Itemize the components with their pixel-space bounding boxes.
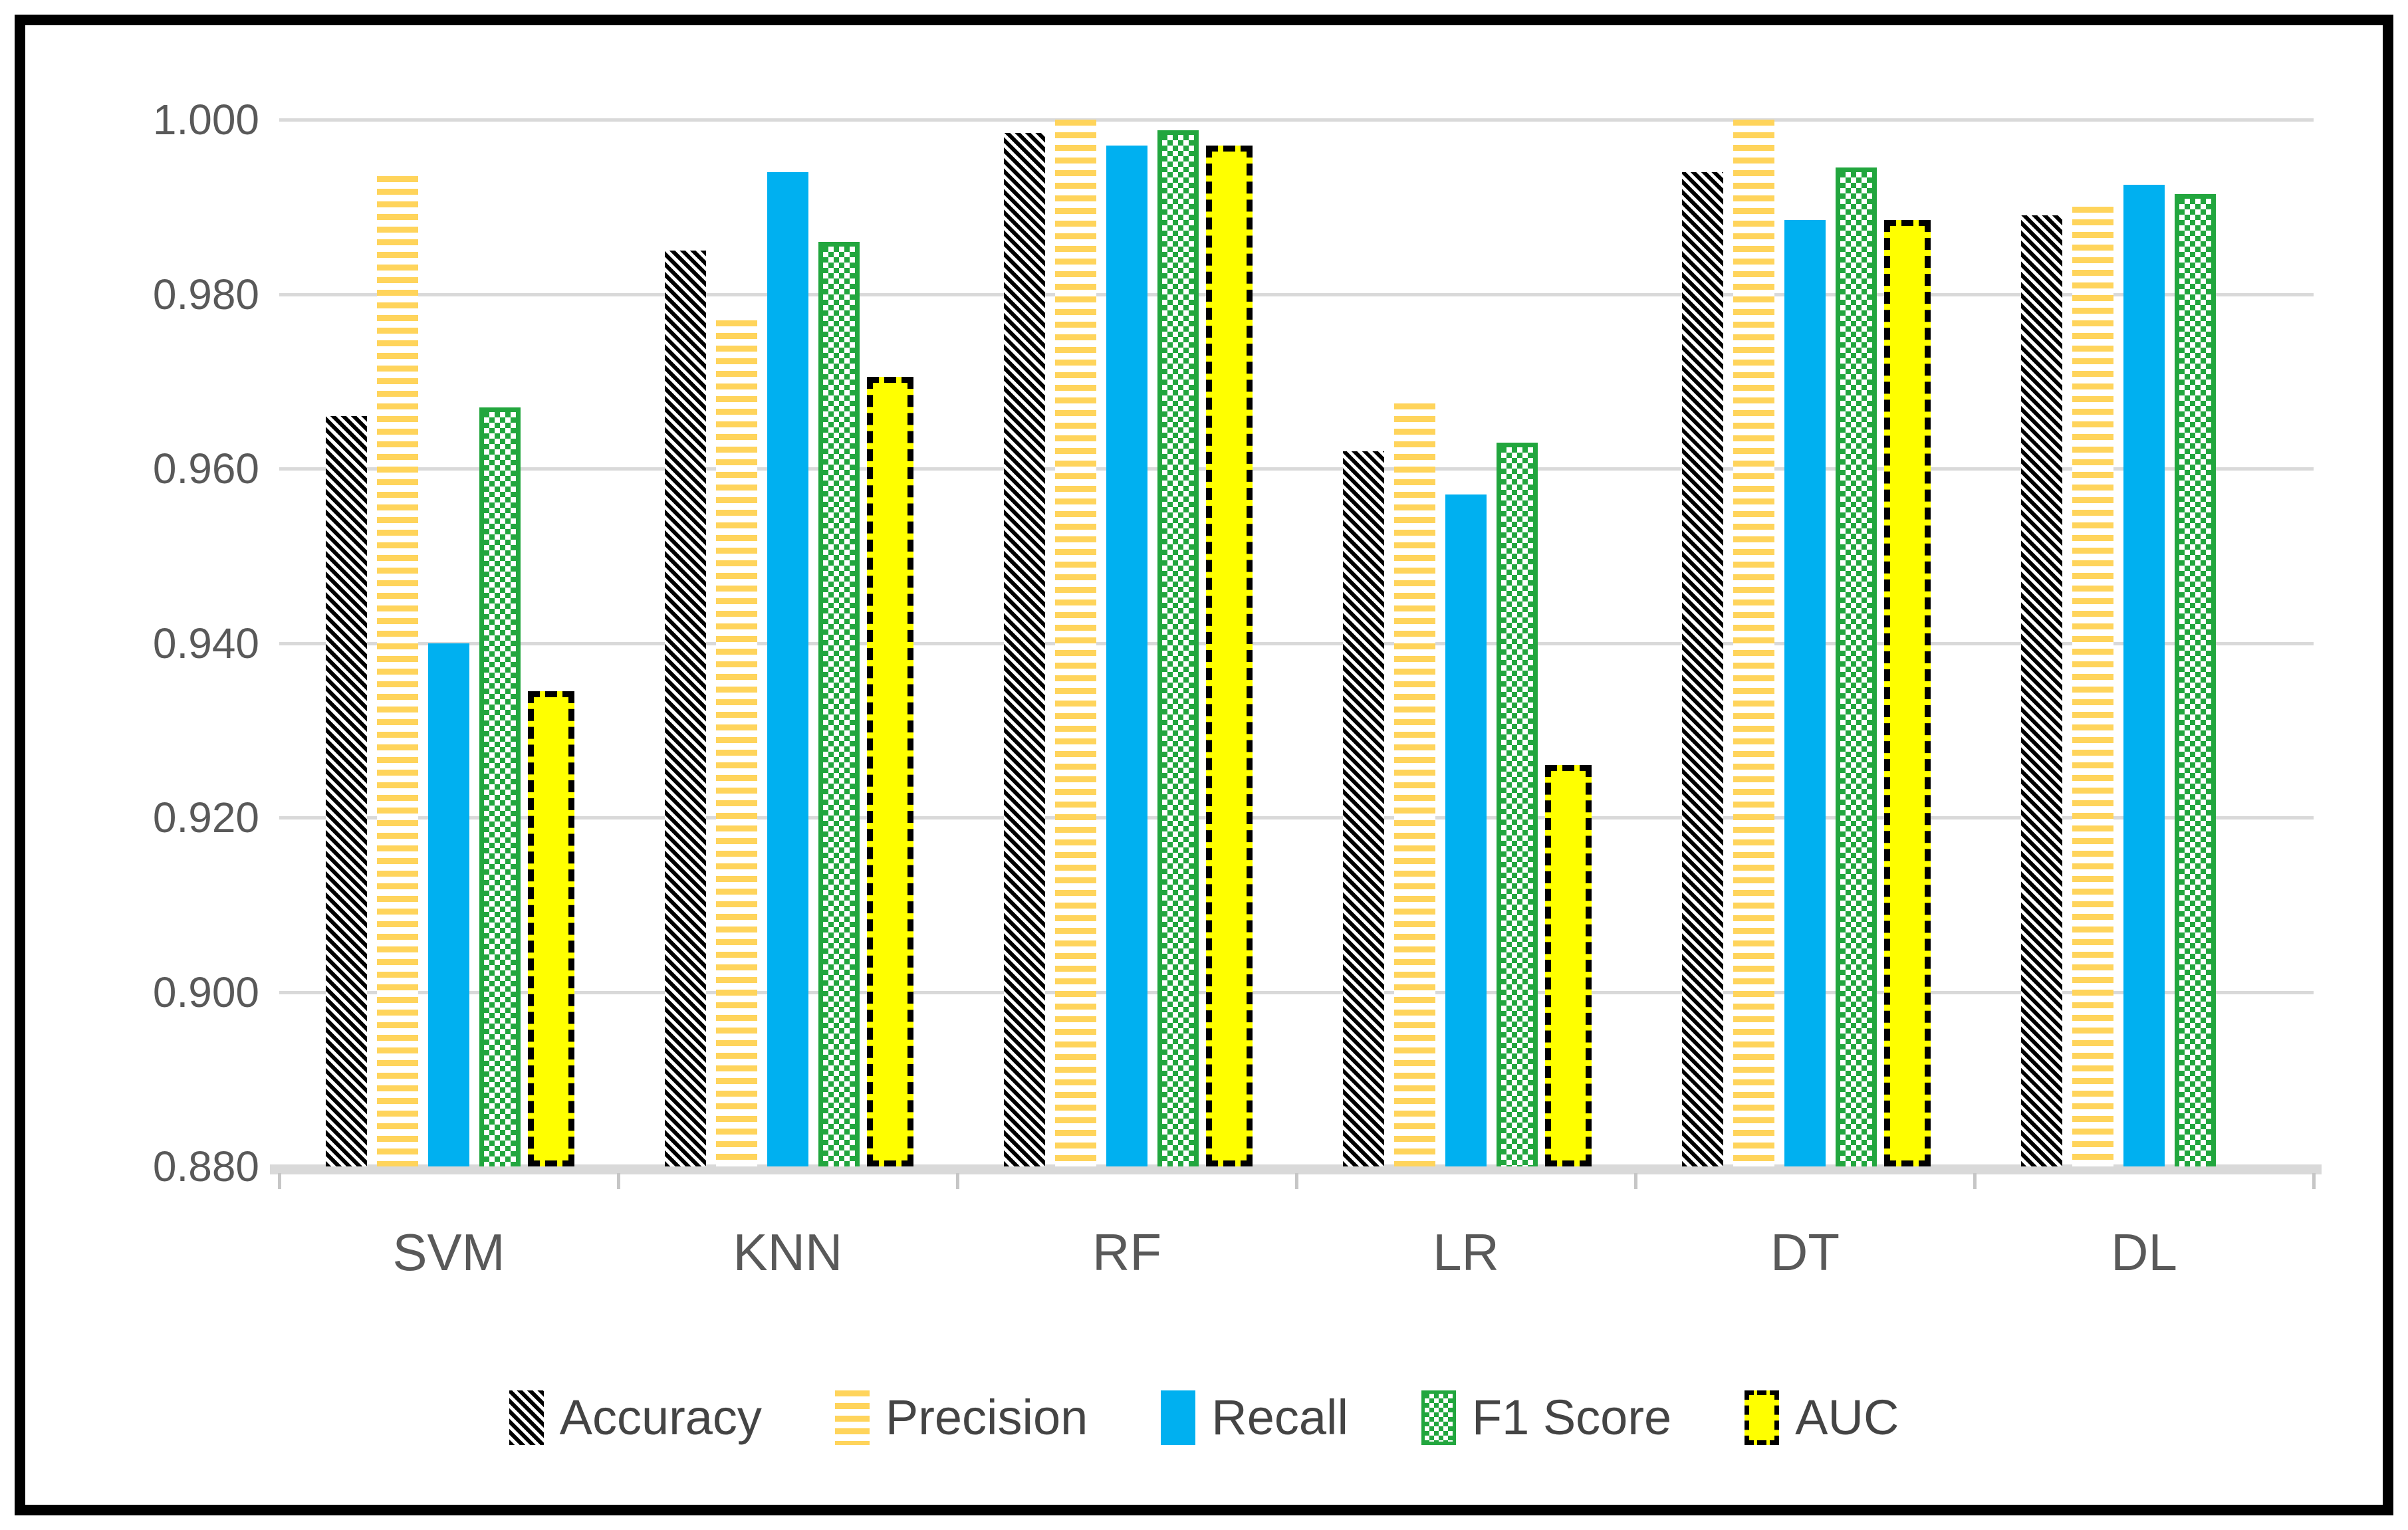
bar-precision-lr bbox=[1394, 403, 1435, 1166]
y-tick-label: 1.000 bbox=[152, 96, 259, 144]
legend-item-accuracy: Accuracy bbox=[509, 1390, 762, 1445]
gridline bbox=[279, 118, 2314, 122]
bar-f1-score-dt bbox=[1836, 167, 1877, 1166]
x-axis-tick bbox=[617, 1173, 620, 1189]
x-axis-tick bbox=[1295, 1173, 1298, 1189]
bar-f1-score-knn bbox=[818, 242, 860, 1166]
x-axis-line bbox=[270, 1164, 2322, 1174]
f1-checker-pattern bbox=[1162, 135, 1194, 1166]
gridline bbox=[279, 816, 2314, 820]
y-tick-label: 0.900 bbox=[152, 968, 259, 1016]
legend-swatch-yellow-horizontal-stripes-icon bbox=[834, 1390, 870, 1445]
x-category-label-lr: LR bbox=[1433, 1223, 1499, 1281]
f1-checker-pattern bbox=[1840, 172, 1872, 1166]
legend-label: Recall bbox=[1211, 1390, 1348, 1445]
bar-f1-score-dl bbox=[2175, 194, 2216, 1166]
gridline bbox=[279, 641, 2314, 645]
legend-label: F1 Score bbox=[1471, 1390, 1672, 1445]
f1-checker-pattern bbox=[1424, 1394, 1453, 1442]
x-axis-tick bbox=[2312, 1173, 2316, 1189]
legend-item-f1-score: F1 Score bbox=[1421, 1390, 1671, 1445]
gridline bbox=[279, 990, 2314, 994]
legend-item-recall: Recall bbox=[1161, 1390, 1348, 1445]
y-tick-label: 0.980 bbox=[152, 270, 259, 318]
y-tick-label: 0.920 bbox=[152, 794, 259, 841]
legend-swatch-solid-blue-icon bbox=[1161, 1390, 1196, 1445]
bar-precision-svm bbox=[377, 176, 418, 1166]
bar-auc-knn bbox=[867, 377, 913, 1166]
bar-accuracy-lr bbox=[1343, 451, 1384, 1166]
legend-item-precision: Precision bbox=[834, 1390, 1088, 1445]
gridline bbox=[279, 292, 2314, 296]
bar-accuracy-knn bbox=[665, 251, 706, 1166]
f1-checker-pattern bbox=[484, 412, 516, 1166]
legend-item-auc: AUC bbox=[1745, 1390, 1899, 1445]
y-tick-label: 0.880 bbox=[152, 1143, 259, 1190]
bar-f1-score-svm bbox=[479, 407, 521, 1166]
bar-precision-rf bbox=[1055, 120, 1096, 1166]
bar-auc-dt bbox=[1884, 220, 1931, 1166]
x-category-label-dt: DT bbox=[1770, 1223, 1840, 1281]
bar-recall-rf bbox=[1106, 146, 1147, 1166]
x-category-label-svm: SVM bbox=[392, 1223, 505, 1281]
bar-accuracy-dt bbox=[1682, 172, 1723, 1166]
figure-frame: Accuracy Precision Recall F1 Score AUC 1.000… bbox=[15, 15, 2393, 1515]
x-category-label-dl: DL bbox=[2111, 1223, 2177, 1281]
bar-precision-dl bbox=[2072, 207, 2113, 1166]
bar-f1-score-rf bbox=[1157, 130, 1199, 1166]
legend: Accuracy Precision Recall F1 Score AUC bbox=[25, 1381, 2383, 1454]
bar-recall-svm bbox=[428, 643, 469, 1166]
legend-swatch-green-checkerboard-icon bbox=[1421, 1390, 1456, 1445]
bar-recall-knn bbox=[767, 172, 808, 1166]
bar-f1-score-lr bbox=[1497, 443, 1538, 1166]
bar-precision-dt bbox=[1733, 120, 1774, 1166]
bar-recall-lr bbox=[1445, 494, 1487, 1166]
bar-recall-dl bbox=[2123, 185, 2165, 1166]
legend-swatch-yellow-black-dashed-border-icon bbox=[1745, 1390, 1780, 1445]
legend-label: AUC bbox=[1795, 1390, 1899, 1445]
legend-label: Accuracy bbox=[559, 1390, 762, 1445]
bar-accuracy-dl bbox=[2021, 215, 2062, 1166]
x-axis-tick bbox=[956, 1173, 959, 1189]
bar-auc-lr bbox=[1545, 765, 1592, 1166]
x-axis-tick bbox=[1973, 1173, 1977, 1189]
f1-checker-pattern bbox=[2179, 199, 2211, 1166]
bar-auc-rf bbox=[1206, 146, 1253, 1166]
x-axis-tick bbox=[278, 1173, 281, 1189]
bar-recall-dt bbox=[1784, 220, 1826, 1166]
bar-accuracy-svm bbox=[326, 416, 367, 1166]
x-category-label-knn: KNN bbox=[733, 1223, 843, 1281]
legend-label: Precision bbox=[885, 1390, 1088, 1445]
y-tick-label: 0.940 bbox=[152, 619, 259, 667]
gridline bbox=[279, 467, 2314, 471]
bar-accuracy-rf bbox=[1004, 133, 1045, 1166]
f1-checker-pattern bbox=[823, 247, 855, 1166]
x-category-label-rf: RF bbox=[1092, 1223, 1161, 1281]
y-tick-label: 0.960 bbox=[152, 445, 259, 492]
bar-precision-knn bbox=[716, 320, 757, 1166]
legend-swatch-black-diagonal-hatch-icon bbox=[509, 1390, 544, 1445]
x-axis-tick bbox=[1634, 1173, 1637, 1189]
f1-checker-pattern bbox=[1501, 447, 1533, 1166]
bar-auc-svm bbox=[528, 691, 574, 1166]
